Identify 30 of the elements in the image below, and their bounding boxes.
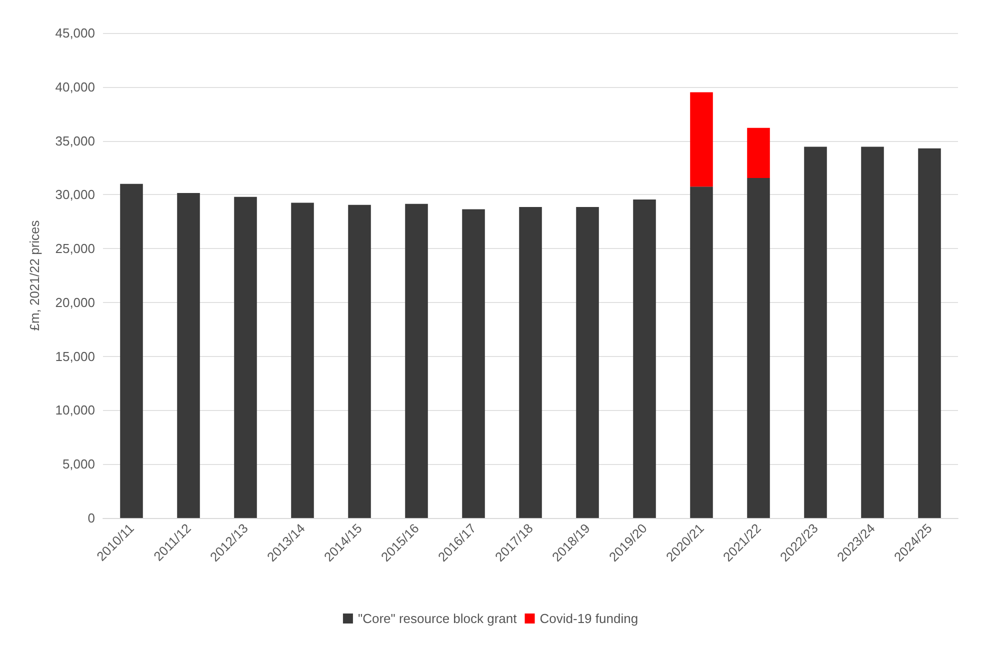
bar <box>177 193 200 518</box>
bar <box>633 200 656 518</box>
y-axis-title: £m, 2021/22 prices <box>27 220 42 331</box>
bar <box>576 207 599 518</box>
bar <box>120 184 143 518</box>
bar <box>804 146 827 518</box>
bar <box>348 204 371 518</box>
legend-label: Covid-19 funding <box>540 611 638 626</box>
y-tick-label: 40,000 <box>55 79 95 94</box>
y-tick-label: 0 <box>88 510 95 526</box>
bar <box>462 209 485 518</box>
bar <box>747 178 770 518</box>
y-tick-label: 20,000 <box>55 294 95 310</box>
y-tick-label: 15,000 <box>55 348 95 364</box>
y-tick-label: 30,000 <box>55 187 95 202</box>
bar <box>234 196 257 518</box>
y-tick-label: 5,000 <box>62 456 95 472</box>
y-tick-label: 10,000 <box>55 402 95 418</box>
bar <box>405 204 428 518</box>
bar <box>690 186 713 518</box>
bar <box>519 207 542 518</box>
y-tick-label: 25,000 <box>55 241 95 256</box>
y-tick-label: 35,000 <box>55 133 95 148</box>
bar <box>861 146 884 518</box>
legend-label: "Core" resource block grant <box>358 611 518 626</box>
bar <box>747 128 770 178</box>
bar <box>690 92 713 187</box>
bar <box>291 202 314 518</box>
y-tick-label: 45,000 <box>55 26 95 40</box>
bar <box>918 148 941 518</box>
